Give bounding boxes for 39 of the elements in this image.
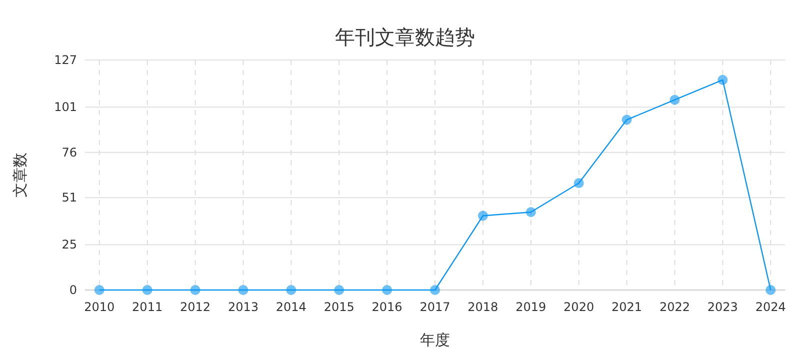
point xyxy=(718,74,728,85)
x-tick-label: 2023 xyxy=(707,300,738,314)
y-tick-label: 51 xyxy=(62,190,77,205)
x-tick-label: 2014 xyxy=(276,300,306,314)
point xyxy=(190,285,200,295)
point xyxy=(574,178,584,188)
y-tick-label: 101 xyxy=(54,100,77,114)
x-tick-label: 2013 xyxy=(228,300,258,314)
point xyxy=(766,285,776,295)
x-tick-label: 2019 xyxy=(516,300,546,314)
y-tick-label: 127 xyxy=(54,53,77,67)
point xyxy=(142,285,152,295)
point xyxy=(478,210,488,221)
point xyxy=(334,285,344,295)
y-tick-label: 76 xyxy=(62,145,77,160)
point xyxy=(670,94,680,105)
point xyxy=(382,285,392,295)
y-tick-label: 25 xyxy=(62,238,77,252)
point xyxy=(526,207,536,218)
x-tick-label: 2021 xyxy=(612,300,642,314)
x-tick-label: 2012 xyxy=(180,300,211,314)
x-tick-label: 2010 xyxy=(84,300,115,314)
x-tick-label: 2018 xyxy=(468,300,498,314)
x-tick-label: 2016 xyxy=(372,300,402,314)
x-tick-label: 2022 xyxy=(659,300,690,314)
chart-title: 年刊文章数趋势 xyxy=(335,25,475,49)
point xyxy=(622,114,632,125)
x-tick-label: 2020 xyxy=(564,300,594,314)
x-axis-title: 年度 xyxy=(420,331,450,349)
point xyxy=(94,285,104,295)
x-tick-label: 2024 xyxy=(755,300,786,314)
x-tick-label: 2017 xyxy=(420,300,450,314)
x-tick-label: 2011 xyxy=(132,300,163,314)
point xyxy=(430,285,440,295)
x-tick-label: 2015 xyxy=(324,300,354,314)
point xyxy=(286,285,296,295)
y-axis-title: 文章数 xyxy=(11,152,29,198)
y-tick-label: 0 xyxy=(69,283,77,297)
point xyxy=(238,285,248,295)
